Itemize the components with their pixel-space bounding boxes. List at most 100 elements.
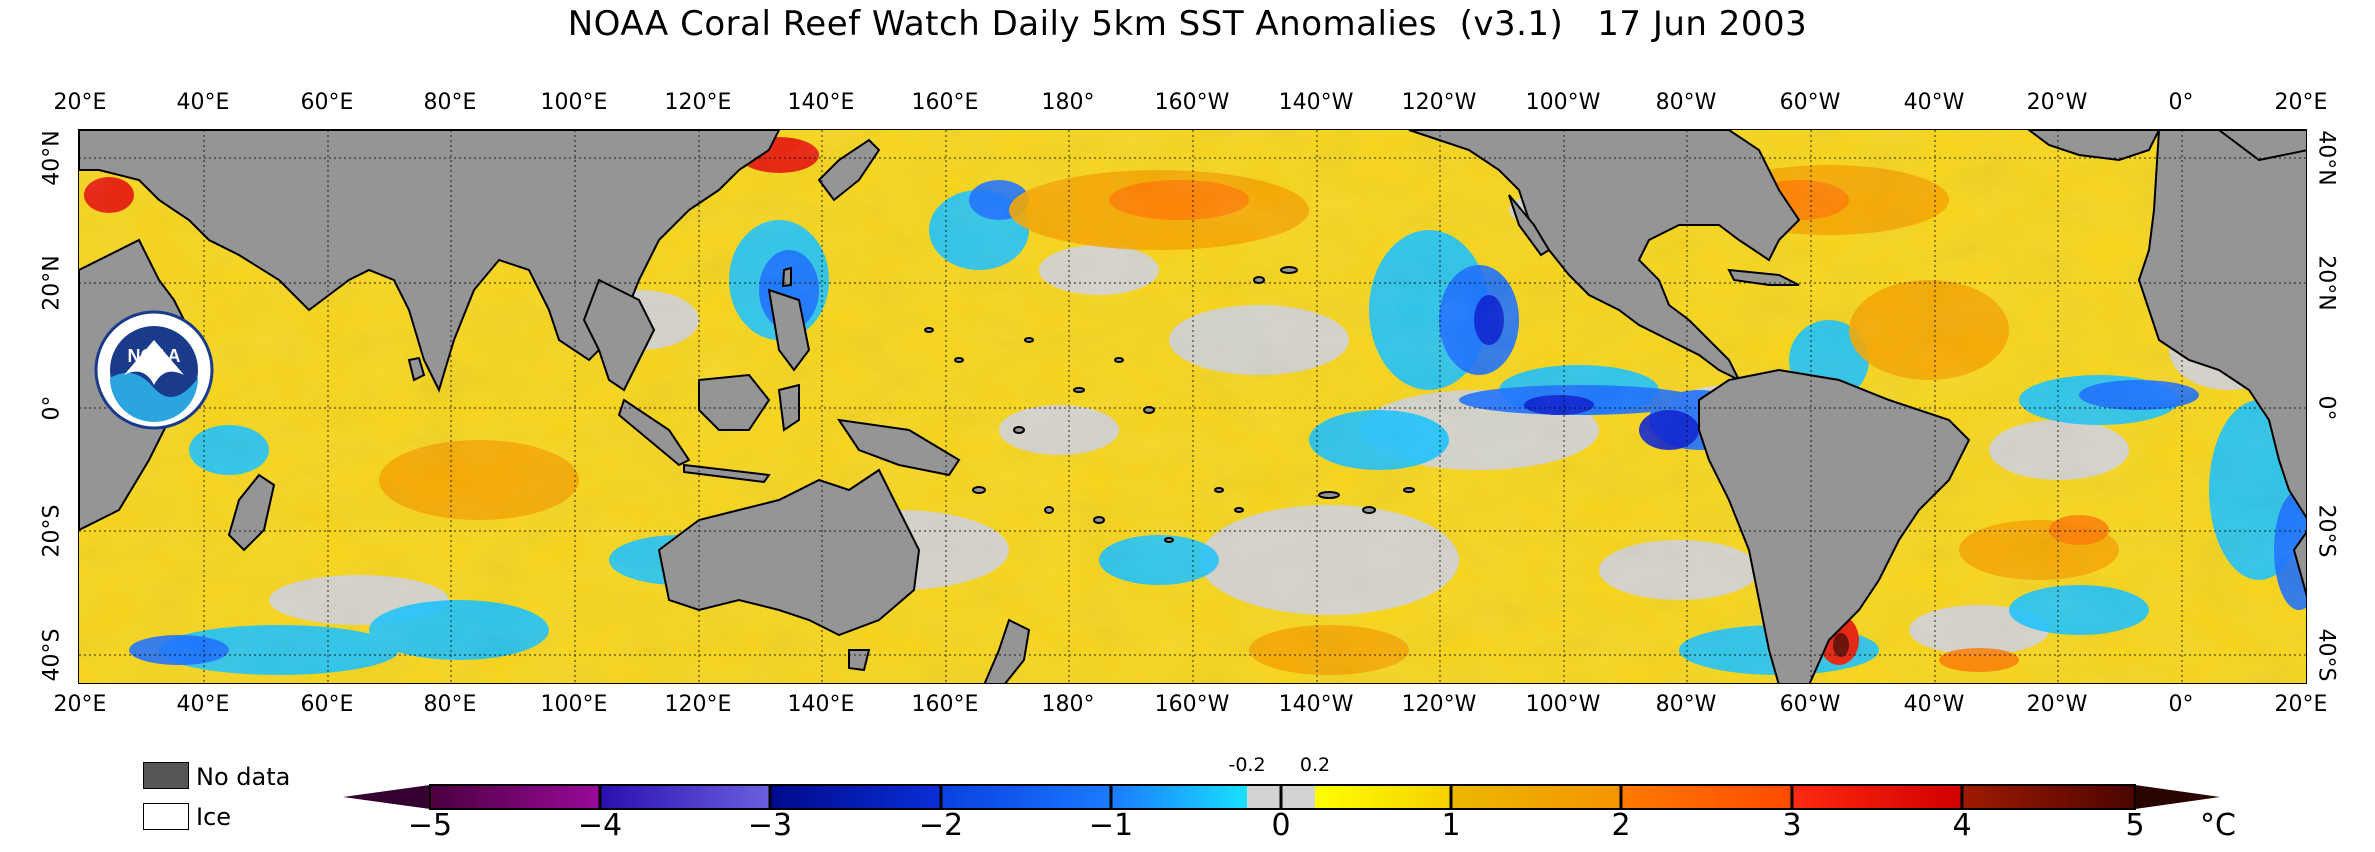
colorbar-outline: [429, 784, 2136, 810]
colorbar-tick: 3: [1782, 808, 1802, 843]
south-america-landmass: [1698, 368, 1971, 683]
colorbar-segment: [941, 785, 1111, 809]
colorbar-segment: [1621, 785, 1792, 809]
lon-label: 0°: [2168, 692, 2194, 717]
lon-label: 80°E: [423, 692, 477, 717]
lon-label: 120°W: [1401, 90, 1477, 115]
lon-label: 0°: [2168, 90, 2194, 115]
europe-landmass: [2027, 130, 2161, 162]
ice-label: Ice: [196, 803, 232, 831]
no-data-label: No data: [196, 763, 291, 791]
lon-label: 80°W: [1655, 90, 1717, 115]
colorbar-segment: [1451, 785, 1621, 809]
colorbar-dividers: [598, 785, 1964, 809]
lon-label: 40°W: [1903, 692, 1965, 717]
lon-label: 80°E: [423, 90, 477, 115]
lat-label: 40°S: [2313, 628, 2339, 682]
colorbar-tick: −5: [407, 808, 453, 843]
java-landmass: [683, 463, 771, 484]
lon-label: 60°E: [300, 692, 354, 717]
lat-label: 20°N: [39, 255, 65, 311]
colorbar-tick: 1: [1441, 808, 1461, 843]
lat-label: 20°S: [39, 504, 65, 558]
colorbar-tick: −3: [747, 808, 793, 843]
japan-landmass: [817, 138, 881, 202]
lon-label: 100°E: [540, 90, 608, 115]
lat-label: 40°N: [2313, 130, 2339, 186]
sri-lanka-landmass: [407, 356, 426, 382]
colorbar-segment: [770, 785, 941, 809]
lat-label: 20°N: [2313, 255, 2339, 311]
colorbar-tick: −1: [1088, 808, 1134, 843]
lon-label: 60°E: [300, 90, 354, 115]
lon-label: 40°W: [1903, 90, 1965, 115]
colorbar-segment: [1792, 785, 1962, 809]
noaa-logo: NOAA: [94, 310, 214, 430]
lon-label: 120°E: [664, 90, 732, 115]
colorbar-tick: −2: [918, 808, 964, 843]
sst-anomaly-map[interactable]: NOAA: [78, 129, 2307, 684]
colorbar-small-tick: -0.2: [1228, 754, 1266, 776]
lon-label: 180°: [1041, 692, 1095, 717]
map-title: NOAA Coral Reef Watch Daily 5km SST Anom…: [567, 4, 1808, 44]
lon-label: 40°E: [176, 90, 230, 115]
lon-label: 160°W: [1154, 90, 1230, 115]
colorbar-unit: °C: [2200, 808, 2236, 843]
graticule: [79, 130, 2306, 683]
lon-label: 80°W: [1655, 692, 1717, 717]
sumatra-landmass: [617, 398, 691, 467]
lat-label: 0°: [39, 395, 65, 421]
baja-landmass: [1508, 194, 1551, 257]
lon-label: 140°W: [1278, 90, 1354, 115]
madagascar-right-landmass: [2292, 531, 2306, 597]
ice-swatch: [143, 803, 189, 830]
colorbar-segment: [1315, 785, 1451, 809]
philippines-landmass: [767, 288, 811, 372]
colorbar-segment: [430, 785, 600, 809]
taiwan-landmass: [781, 266, 792, 288]
north-europe-landmass: [2217, 130, 2306, 162]
lon-label: 100°W: [1525, 90, 1601, 115]
colorbar-tick: 4: [1952, 808, 1972, 843]
new-zealand-landmass: [983, 618, 1031, 683]
colorbar-tick: 0: [1271, 808, 1291, 843]
lon-label: 20°E: [2274, 692, 2328, 717]
colorbar-max-extend: [2135, 785, 2220, 809]
lon-label: 120°W: [1401, 692, 1477, 717]
new-guinea-landmass: [836, 418, 961, 477]
colorbar-segment: [1111, 785, 1247, 809]
lon-label: 180°: [1041, 90, 1095, 115]
lon-label: 20°E: [2274, 90, 2328, 115]
colorbar-segment: [600, 785, 770, 809]
lon-label: 140°E: [787, 692, 855, 717]
lat-label: 0°: [2313, 395, 2339, 421]
colorbar-tick: 2: [1611, 808, 1631, 843]
lon-label: 100°E: [540, 692, 608, 717]
lon-label: 60°W: [1779, 692, 1841, 717]
australia-landmass: [657, 468, 921, 637]
lon-label: 160°E: [911, 90, 979, 115]
pacific-islands: [924, 266, 1415, 543]
lon-label: 20°W: [2026, 90, 2088, 115]
lat-label: 20°S: [2313, 504, 2339, 558]
lon-label: 20°E: [53, 90, 107, 115]
lon-label: 120°E: [664, 692, 732, 717]
lon-label: 160°E: [911, 692, 979, 717]
colorbar-min-extend: [343, 785, 430, 809]
lon-label: 20°W: [2026, 692, 2088, 717]
lon-label: 60°W: [1779, 90, 1841, 115]
cuba-landmass: [1727, 268, 1800, 286]
lon-label: 140°W: [1278, 692, 1354, 717]
lon-label: 160°W: [1154, 692, 1230, 717]
colorbar-segment: [1962, 785, 2135, 809]
lon-label: 100°W: [1525, 692, 1601, 717]
lon-label: 40°E: [176, 692, 230, 717]
lat-label: 40°N: [39, 130, 65, 186]
colorbar-segment: [1247, 785, 1315, 809]
lon-label: 140°E: [787, 90, 855, 115]
noaa-logo-text: NOAA: [128, 346, 181, 366]
lat-label: 40°S: [39, 628, 65, 682]
colorbar-small-tick: 0.2: [1299, 754, 1331, 776]
africa-west-landmass: [2137, 130, 2306, 519]
colorbar-tick: −4: [577, 808, 623, 843]
